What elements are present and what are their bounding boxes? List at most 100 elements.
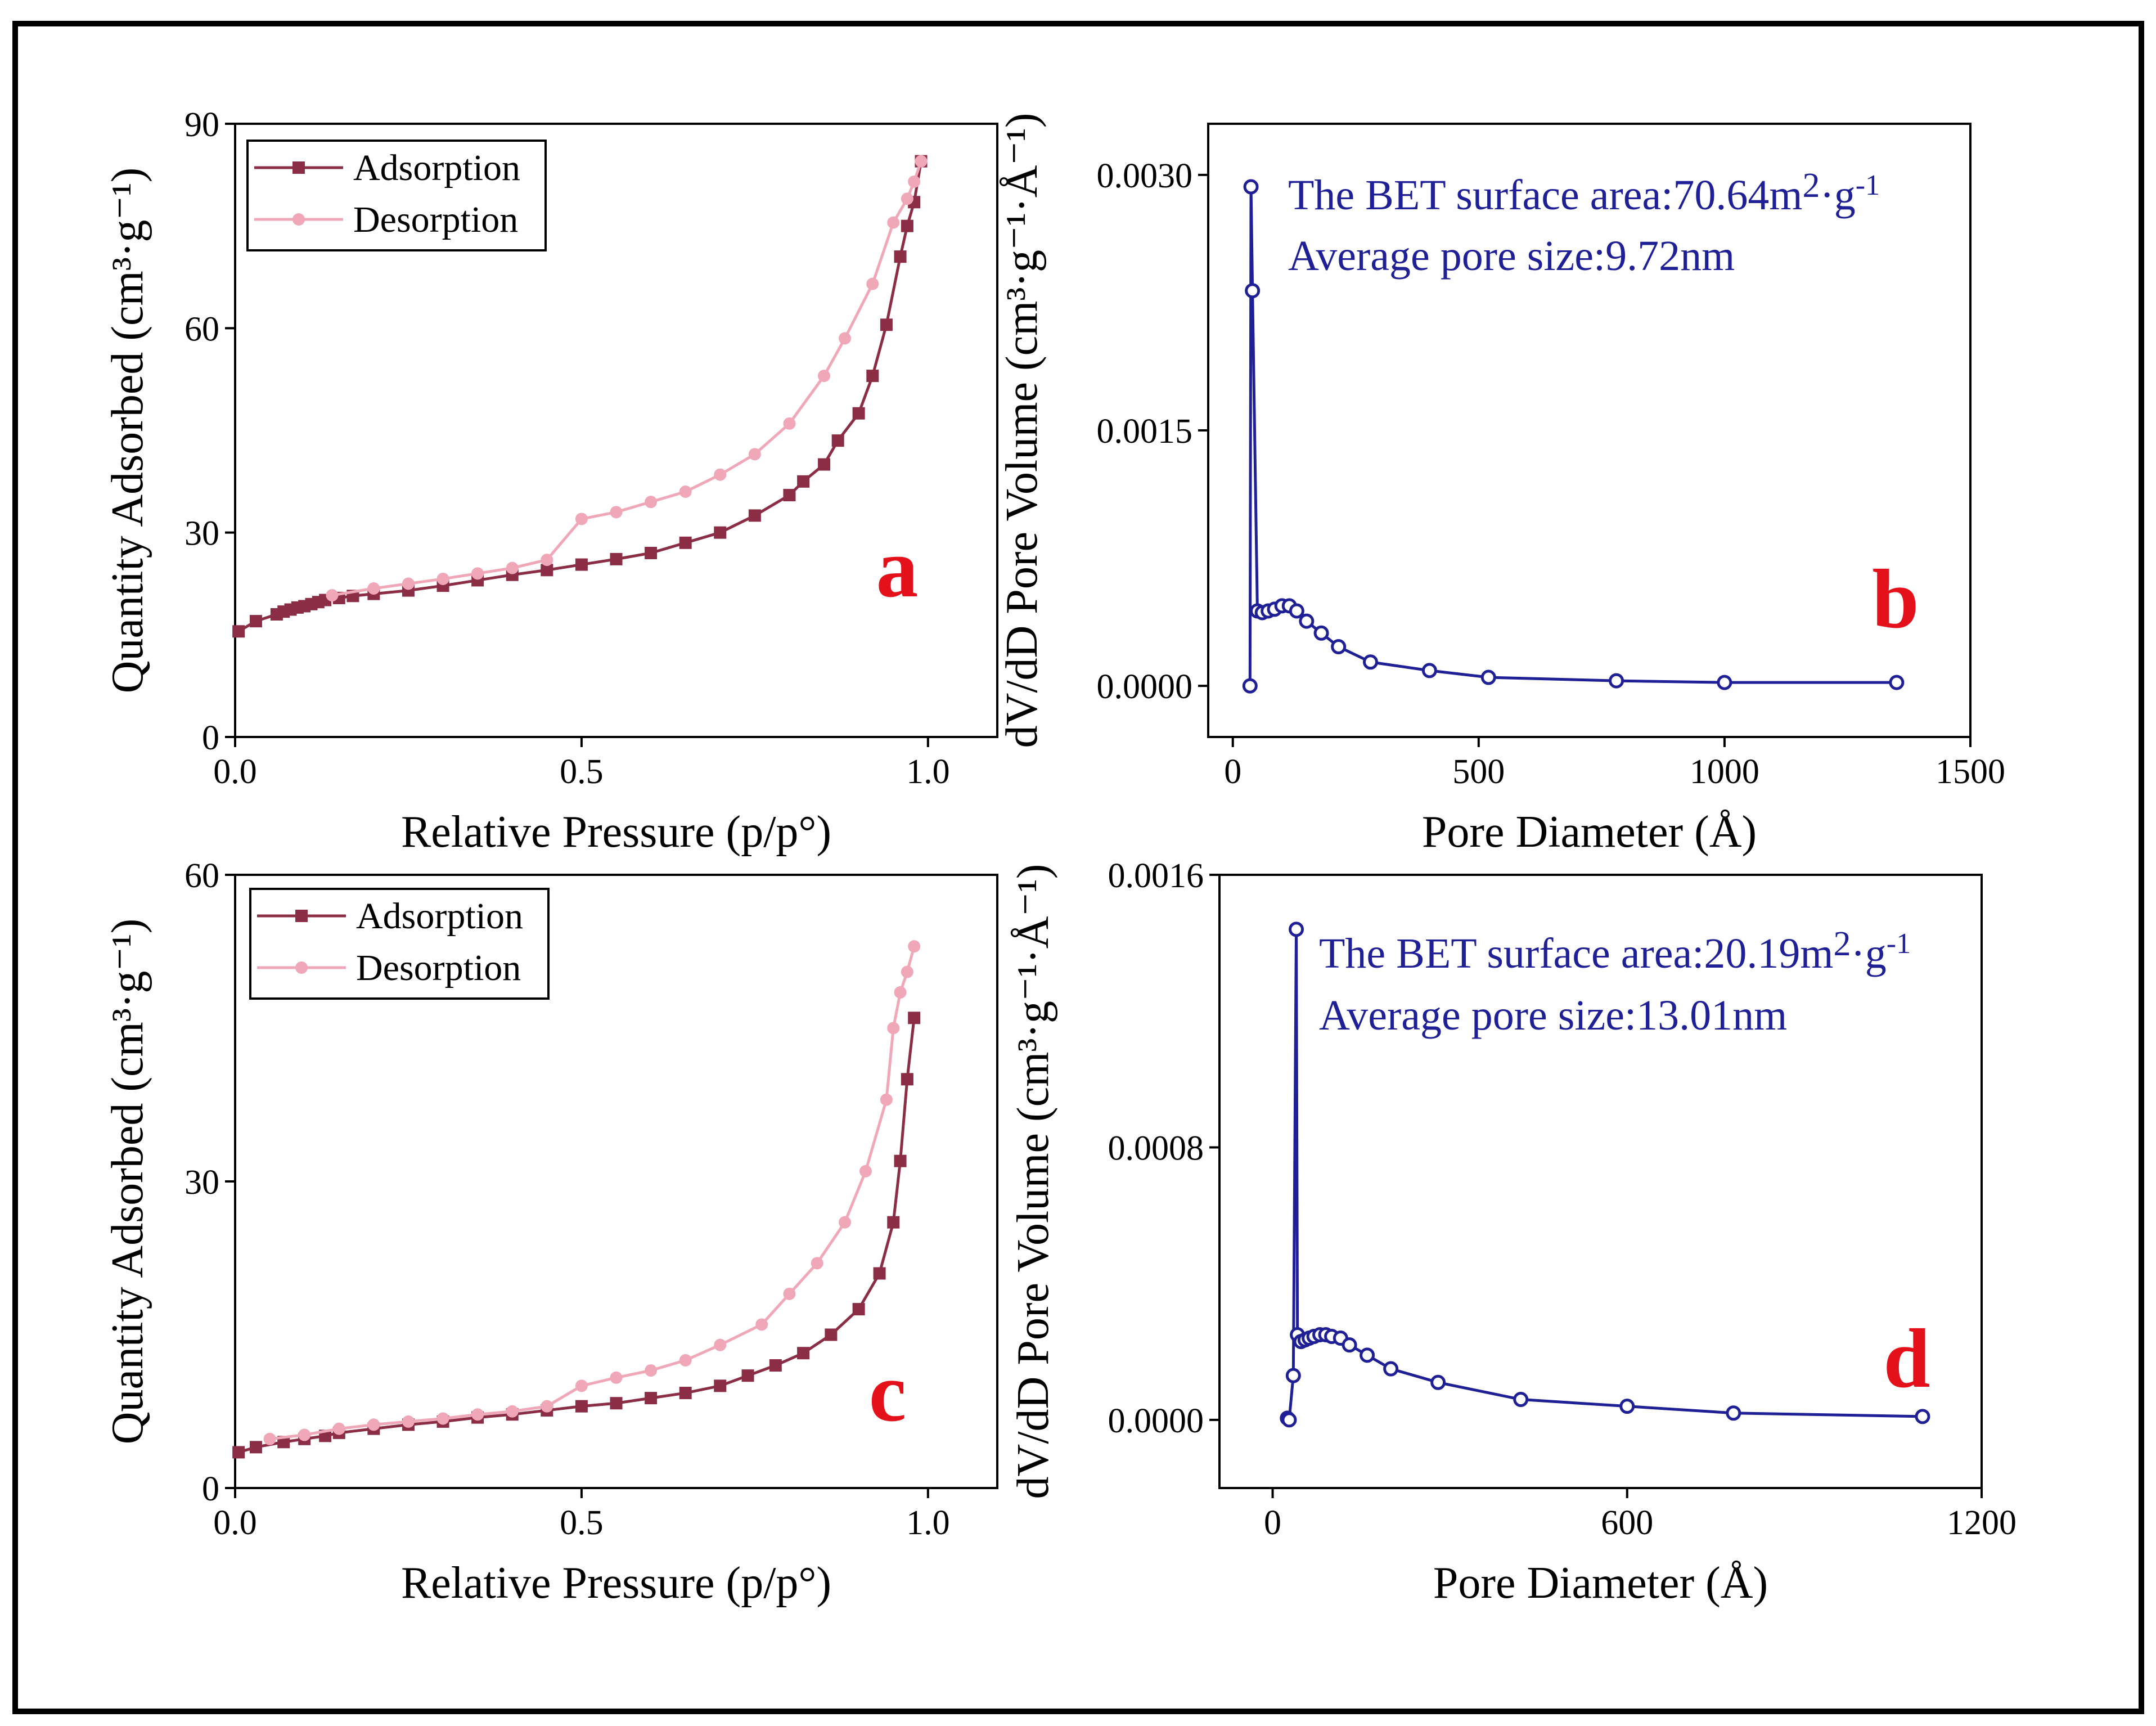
data-point: [1430, 1374, 1446, 1390]
data-point: [1915, 1409, 1930, 1424]
data-point: [645, 496, 658, 509]
data-point: [506, 1405, 519, 1418]
data-point: [714, 526, 727, 539]
annotation-part: 2: [1802, 167, 1820, 205]
y-tick-label: 30: [184, 515, 219, 553]
data-point: [1242, 678, 1258, 694]
x-tick-label: 0: [1264, 1504, 1281, 1542]
y-axis-title: dV/dD Pore Volume (cm³·g⁻¹·Å⁻¹): [1009, 864, 1058, 1499]
y-tick-label: 60: [184, 310, 219, 348]
x-tick-label: 0.5: [560, 753, 604, 791]
data-point: [679, 1354, 692, 1367]
data-point: [797, 1347, 810, 1360]
x-tick-label: 1500: [1936, 753, 2005, 791]
average-pore-size-annotation: Average pore size:13.01nm: [1319, 992, 1787, 1039]
data-point: [1609, 673, 1624, 689]
data-point: [679, 486, 692, 498]
data-point: [575, 1400, 588, 1413]
panel-c: 0.0 0.5 1.0 0 30 60 Relative Pressure (p/p°) Qu…: [103, 857, 998, 1608]
data-point: [908, 175, 921, 188]
data-point: [645, 1364, 658, 1377]
y-axis-title: Quantity Adsorbed (cm³·g⁻¹): [103, 919, 152, 1444]
data-point: [783, 1287, 796, 1300]
panel-a: 0.0 0.5 1.0 0 30 60 90 Relative Pressure (p/p°)…: [103, 106, 998, 857]
average-pore-size-annotation: Average pore size:9.72nm: [1288, 232, 1735, 280]
panel-b: 0 500 1000 1500 0.0000 0.0015 0.0030 Pore Diame…: [997, 113, 2005, 857]
data-point: [908, 940, 921, 953]
data-point: [859, 1165, 872, 1177]
x-tick-label: 1.0: [906, 1504, 950, 1542]
data-point: [839, 332, 851, 345]
x-tick-label: 0.0: [213, 1504, 257, 1542]
y-tick-label: 0.0015: [1097, 412, 1193, 451]
data-point: [436, 573, 449, 586]
data-point: [880, 1093, 893, 1106]
data-point: [901, 219, 913, 232]
data-point: [783, 417, 796, 430]
data-point: [880, 318, 893, 331]
data-point: [367, 582, 380, 595]
data-point: [1342, 1337, 1357, 1353]
data-point: [901, 192, 913, 205]
y-axis-title: dV/dD Pore Volume (cm³·g⁻¹·Å⁻¹): [997, 113, 1047, 748]
data-point: [575, 1379, 588, 1392]
x-axis-title: Relative Pressure (p/p°): [401, 807, 831, 857]
data-point: [825, 1328, 838, 1341]
data-point: [908, 1012, 921, 1024]
data-point: [249, 615, 262, 628]
y-tick-label: 0: [202, 719, 219, 757]
x-tick-label: 1000: [1690, 753, 1759, 791]
data-point: [506, 561, 519, 574]
data-point: [232, 625, 245, 638]
data-point: [797, 475, 810, 488]
y-axis-title: Quantity Adsorbed (cm³·g⁻¹): [103, 168, 152, 693]
data-point: [915, 155, 928, 168]
plot-frame: [1218, 874, 1983, 1489]
data-point: [894, 1154, 907, 1167]
data-point: [818, 370, 831, 383]
data-point: [783, 489, 796, 502]
x-tick-label: 0: [1224, 753, 1241, 791]
annotation-part: ·g: [1820, 172, 1855, 219]
data-point: [1421, 663, 1437, 678]
data-point: [1243, 179, 1259, 195]
x-axis-title: Relative Pressure (p/p°): [401, 1558, 831, 1608]
panel-label: c: [869, 1346, 907, 1439]
data-point: [679, 536, 692, 549]
data-point: [1313, 625, 1329, 641]
y-tick-label: 0.0000: [1097, 668, 1193, 706]
data-point: [1285, 1368, 1301, 1383]
data-point: [852, 407, 865, 420]
legend-label: Adsorption: [353, 147, 520, 188]
data-point: [748, 448, 761, 461]
data-point: [332, 1422, 345, 1435]
legend-label: Adsorption: [356, 896, 523, 937]
plot-frame: [234, 123, 998, 738]
data-point: [679, 1387, 692, 1400]
data-point: [894, 250, 907, 263]
data-point: [852, 1303, 865, 1316]
panel-label: b: [1872, 552, 1919, 646]
legend-label: Desorption: [353, 199, 518, 240]
legend-marker: [292, 161, 305, 174]
x-tick-label: 500: [1452, 753, 1505, 791]
y-tick-label: 90: [184, 106, 219, 144]
data-point: [714, 1338, 727, 1351]
data-point: [1245, 283, 1261, 299]
data-point: [471, 567, 484, 580]
data-point: [610, 1397, 623, 1410]
data-point: [901, 965, 913, 978]
data-point: [436, 1412, 449, 1425]
annotation-part: ·g: [1851, 930, 1886, 977]
annotation-part: -1: [1887, 928, 1911, 960]
data-point: [1289, 922, 1304, 937]
y-tick-label: 0.0016: [1108, 857, 1204, 895]
data-point: [901, 1073, 913, 1086]
data-point: [249, 1441, 262, 1454]
x-axis-title: Pore Diameter (Å): [1422, 807, 1757, 857]
data-point: [402, 577, 415, 590]
y-tick-label: 0.0030: [1097, 157, 1193, 195]
data-point: [866, 277, 879, 290]
y-tick-label: 0.0008: [1108, 1129, 1204, 1167]
